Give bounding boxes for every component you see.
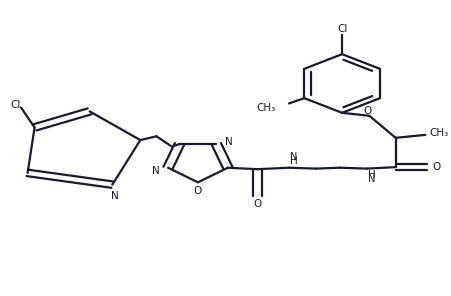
Text: N: N (224, 137, 232, 147)
Text: N: N (110, 191, 118, 201)
Text: O: O (253, 199, 261, 209)
Text: H: H (367, 170, 375, 180)
Text: N: N (152, 166, 159, 176)
Text: O: O (432, 162, 440, 172)
Text: H: H (289, 156, 297, 166)
Text: N: N (289, 152, 296, 162)
Text: N: N (367, 174, 374, 184)
Text: O: O (193, 186, 201, 196)
Text: Cl: Cl (336, 24, 346, 34)
Text: CH₃: CH₃ (429, 128, 448, 139)
Text: CH₃: CH₃ (256, 102, 275, 112)
Text: Cl: Cl (10, 99, 20, 110)
Text: O: O (362, 107, 371, 116)
